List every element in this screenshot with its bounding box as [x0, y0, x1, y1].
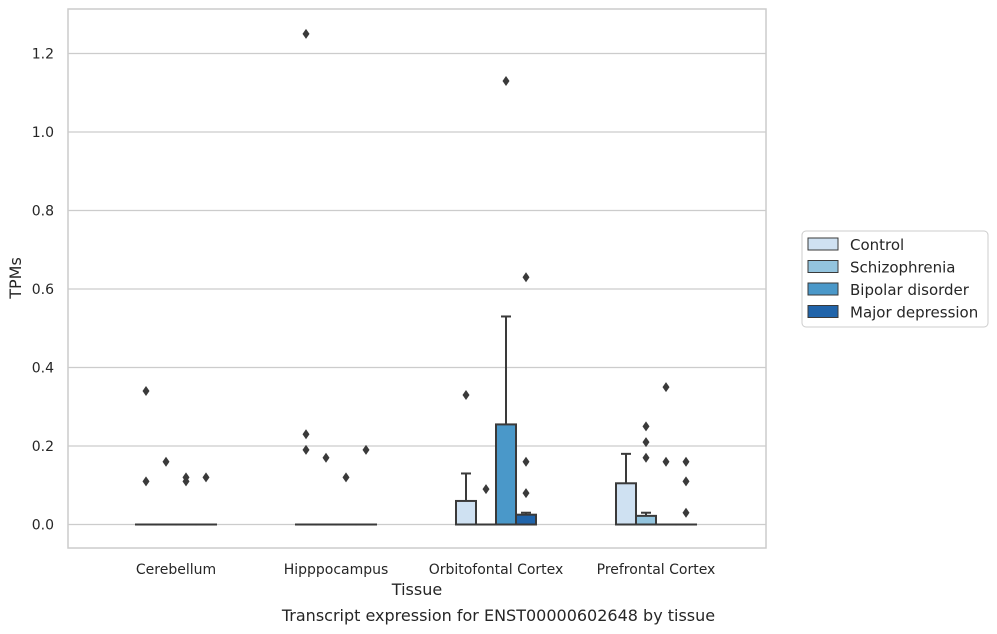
- legend: Control Schizophrenia Bipolar disorder Majo…: [801, 230, 989, 328]
- outlier-point: [202, 472, 210, 483]
- y-tick-label: 0.0: [32, 518, 54, 534]
- y-tick-label: 0.2: [32, 439, 54, 455]
- outlier-point: [482, 484, 490, 495]
- x-tick-label: Prefrontal Cortex: [597, 562, 716, 578]
- outlier-point: [682, 456, 690, 467]
- x-tick-label: Hipppocampus: [284, 562, 389, 578]
- outlier-point: [162, 456, 170, 467]
- outlier-point: [302, 28, 310, 39]
- outlier-point: [642, 421, 650, 432]
- box-1-0: [155, 456, 177, 526]
- box-rect: [495, 423, 517, 526]
- box-3-2: [515, 272, 537, 526]
- outlier-point: [142, 386, 150, 397]
- outlier-point: [522, 456, 530, 467]
- y-axis-label: TPMs: [6, 257, 25, 300]
- x-axis-label: Tissue: [391, 580, 442, 599]
- plot-area: [67, 8, 767, 549]
- outlier-point: [642, 452, 650, 463]
- box-2-2: [495, 75, 517, 526]
- box-3-3: [675, 456, 697, 526]
- legend-label: Schizophrenia: [850, 259, 955, 277]
- legend-swatch: [807, 237, 839, 251]
- legend-swatch: [807, 260, 839, 273]
- outlier-point: [662, 382, 670, 393]
- outlier-point: [362, 444, 370, 455]
- legend-label: Bipolar disorder: [850, 281, 970, 299]
- outlier-point: [342, 472, 350, 483]
- outlier-point: [682, 507, 690, 518]
- outlier-point: [322, 452, 330, 463]
- outlier-point: [662, 456, 670, 467]
- box-2-3: [655, 382, 677, 526]
- x-tick-label: Orbitofontal Cortex: [429, 562, 564, 578]
- box-rect: [455, 499, 477, 526]
- legend-swatch: [807, 282, 839, 296]
- legend-label: Major depression: [850, 304, 978, 322]
- box-1-3: [635, 421, 657, 526]
- box-3-1: [355, 444, 377, 526]
- figure-caption: Transcript expression for ENST0000060264…: [281, 606, 716, 625]
- box-rect: [615, 482, 637, 526]
- box-3-0: [195, 472, 217, 526]
- outlier-point: [522, 272, 530, 283]
- box-0-3: [615, 452, 637, 526]
- box-plot-chart: 0.0 0.2 0.4 0.6 0.8 1.0 1.2 TPMs Tissue Cerebellu…: [6, 8, 989, 599]
- box-0-2: [455, 389, 477, 526]
- outlier-point: [142, 476, 150, 487]
- y-tick-label: 1.2: [32, 47, 54, 63]
- outlier-point: [642, 437, 650, 448]
- outlier-point: [182, 476, 190, 487]
- outlier-point: [302, 429, 310, 440]
- y-tick-label: 0.8: [32, 204, 54, 220]
- outlier-point: [682, 476, 690, 487]
- box-2-0: [175, 472, 197, 526]
- legend-swatch: [807, 305, 839, 318]
- outlier-point: [462, 389, 470, 400]
- legend-label: Control: [850, 236, 904, 254]
- box-0-0: [135, 386, 157, 526]
- legend-frame: [801, 230, 989, 328]
- box-rect: [635, 514, 657, 526]
- y-tick-label: 1.0: [32, 125, 54, 141]
- x-tick-label: Cerebellum: [136, 562, 216, 578]
- outlier-point: [302, 444, 310, 455]
- y-tick-label: 0.6: [32, 282, 54, 298]
- outlier-point: [522, 488, 530, 499]
- box-rect: [515, 513, 537, 526]
- outlier-point: [502, 75, 510, 86]
- y-tick-label: 0.4: [32, 361, 54, 377]
